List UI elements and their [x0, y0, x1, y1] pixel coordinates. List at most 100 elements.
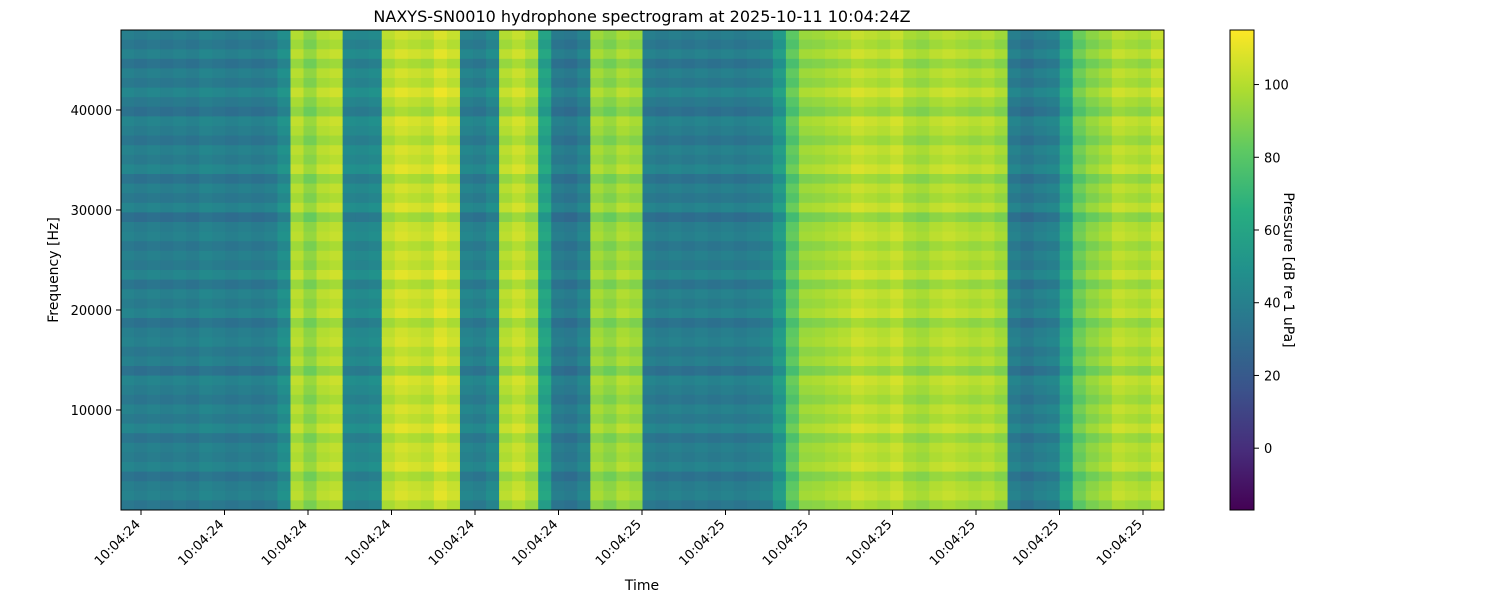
heatmap-cell — [1072, 116, 1087, 127]
heatmap-cell — [368, 375, 383, 386]
heatmap-cell — [838, 212, 852, 223]
heatmap-cell — [446, 116, 461, 127]
heatmap-cell — [590, 241, 604, 252]
heatmap-cell — [916, 394, 930, 405]
heatmap-cell — [929, 490, 943, 501]
heatmap-cell — [316, 202, 331, 213]
heatmap-cell — [525, 442, 539, 453]
heatmap-cell — [1007, 135, 1022, 146]
heatmap-cell — [525, 471, 539, 482]
heatmap-cell — [525, 423, 539, 434]
heatmap-cell — [433, 308, 448, 319]
heatmap-cell — [1085, 97, 1100, 108]
heatmap-cell — [655, 260, 670, 271]
heatmap-cell — [368, 30, 383, 41]
heatmap-cell — [538, 164, 552, 175]
heatmap-cell — [577, 183, 591, 194]
heatmap-cell — [877, 135, 891, 146]
heatmap-cell — [329, 116, 344, 127]
heatmap-cell — [173, 500, 187, 510]
heatmap-cell — [851, 202, 865, 213]
heatmap-cell — [877, 279, 891, 290]
heatmap-cell — [759, 366, 774, 377]
heatmap-cell — [199, 414, 213, 425]
heatmap-cell — [316, 39, 331, 50]
heatmap-cell — [1046, 231, 1061, 242]
heatmap-cell — [446, 375, 461, 386]
heatmap-cell — [811, 366, 826, 377]
heatmap-cell — [381, 202, 396, 213]
heatmap-cell — [629, 58, 644, 69]
heatmap-cell — [420, 30, 435, 41]
heatmap-cell — [968, 356, 983, 367]
heatmap-cell — [199, 366, 213, 377]
heatmap-cell — [707, 452, 722, 463]
heatmap-cell — [473, 58, 487, 69]
heatmap-cell — [1020, 471, 1035, 482]
heatmap-cell — [994, 308, 1009, 319]
heatmap-cell — [1059, 481, 1074, 492]
heatmap-cell — [1046, 404, 1061, 415]
heatmap-cell — [238, 414, 252, 425]
heatmap-cell — [603, 433, 618, 444]
heatmap-cell — [225, 58, 239, 69]
heatmap-cell — [212, 308, 226, 319]
heatmap-cell — [577, 375, 591, 386]
heatmap-cell — [1033, 97, 1048, 108]
heatmap-cell — [381, 500, 396, 510]
heatmap-cell — [668, 337, 683, 348]
heatmap-cell — [381, 337, 396, 348]
heatmap-cell — [147, 462, 161, 473]
heatmap-cell — [955, 87, 970, 98]
heatmap-cell — [733, 279, 748, 290]
heatmap-cell — [1059, 222, 1074, 233]
heatmap-cell — [264, 414, 279, 425]
heatmap-cell — [525, 394, 539, 405]
heatmap-cell — [825, 212, 839, 223]
heatmap-cell — [1124, 260, 1139, 271]
heatmap-cell — [329, 337, 344, 348]
heatmap-cell — [1124, 135, 1139, 146]
heatmap-cell — [720, 183, 735, 194]
heatmap-cell — [264, 490, 279, 501]
heatmap-cell — [720, 231, 735, 242]
heatmap-cell — [1007, 298, 1022, 309]
heatmap-cell — [277, 279, 292, 290]
heatmap-cell — [1072, 298, 1087, 309]
heatmap-cell — [342, 78, 357, 89]
heatmap-cell — [798, 500, 813, 510]
heatmap-cell — [290, 308, 305, 319]
heatmap-cell — [968, 30, 983, 41]
heatmap-cell — [1098, 318, 1113, 329]
heatmap-cell — [864, 231, 878, 242]
heatmap-cell — [316, 30, 331, 41]
heatmap-cell — [355, 433, 370, 444]
heatmap-cell — [433, 241, 448, 252]
heatmap-cell — [238, 49, 252, 60]
heatmap-cell — [277, 375, 292, 386]
heatmap-cell — [251, 500, 266, 510]
heatmap-cell — [394, 164, 409, 175]
heatmap-cell — [407, 174, 422, 185]
heatmap-cell — [251, 375, 266, 386]
heatmap-cell — [329, 126, 344, 137]
heatmap-cell — [538, 116, 552, 127]
heatmap-cell — [486, 346, 500, 357]
heatmap-cell — [1124, 279, 1139, 290]
heatmap-cell — [551, 202, 565, 213]
heatmap-cell — [825, 462, 839, 473]
heatmap-cell — [1046, 298, 1061, 309]
heatmap-cell — [1137, 68, 1152, 79]
heatmap-cell — [733, 78, 748, 89]
heatmap-cell — [407, 39, 422, 50]
heatmap-cell — [942, 414, 956, 425]
heatmap-cell — [668, 289, 683, 300]
heatmap-cell — [446, 250, 461, 261]
heatmap-cell — [616, 500, 631, 510]
heatmap-cell — [733, 452, 748, 463]
heatmap-cell — [446, 202, 461, 213]
heatmap-cell — [929, 30, 943, 41]
heatmap-cell — [955, 366, 970, 377]
heatmap-cell — [277, 126, 292, 137]
heatmap-cell — [1072, 337, 1087, 348]
